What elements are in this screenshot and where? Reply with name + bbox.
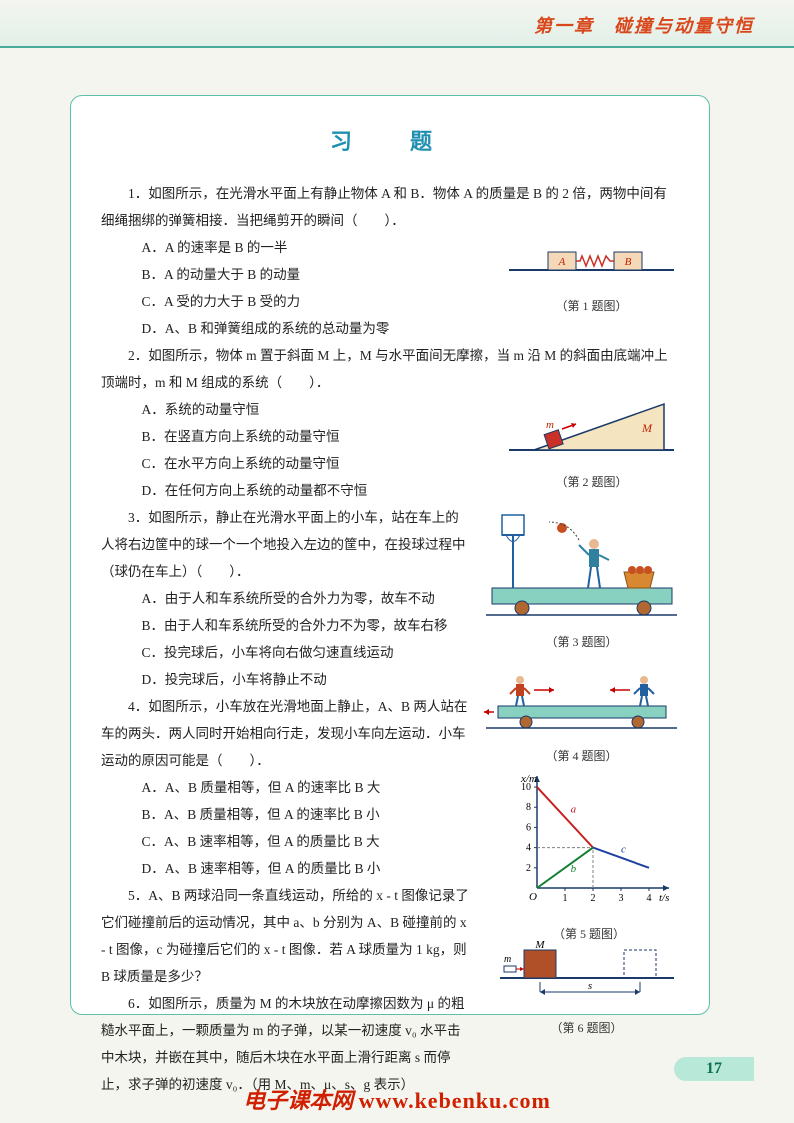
- svg-text:m: m: [504, 954, 511, 965]
- q3-opt-a: A．由于人和车系统所受的合外力为零，故车不动: [115, 585, 472, 612]
- q3-opt-b: B．由于人和车系统所受的合外力不为零，故车右移: [115, 612, 472, 639]
- svg-text:m: m: [546, 419, 554, 431]
- svg-text:x/m: x/m: [520, 773, 537, 785]
- q4-caption: （第 4 题图）: [484, 744, 679, 768]
- q1-opt-a: A．A 的速率是 B 的一半: [115, 234, 462, 261]
- q2-opt-d: D．在任何方向上系统的动量都不守恒: [115, 477, 472, 504]
- q4-opt-b: B．A、B 质量相等，但 A 的速率比 B 小: [115, 801, 472, 828]
- svg-text:M: M: [641, 421, 653, 435]
- q1-opt-b: B．A 的动量大于 B 的动量: [115, 261, 462, 288]
- q6-svg: M m s: [494, 940, 679, 1004]
- q2-opt-b: B．在竖直方向上系统的动量守恒: [115, 423, 472, 450]
- q5-svg: 1234246810abcx/mt/sO: [505, 770, 673, 910]
- svg-text:B: B: [625, 256, 632, 268]
- svg-text:4: 4: [647, 893, 652, 904]
- question-area: 1．如图所示，在光滑水平面上有静止物体 A 和 B．物体 A 的质量是 B 的 …: [101, 180, 679, 1098]
- svg-text:s: s: [588, 980, 592, 992]
- q3-opt-d: D．投完球后，小车将静止不动: [115, 666, 472, 693]
- q4-stem: 4．如图所示，小车放在光滑地面上静止，A、B 两人站在车的两头．两人同时开始相向…: [101, 693, 471, 774]
- q1-opt-d: D．A、B 和弹簧组成的系统的总动量为零: [115, 315, 462, 342]
- q2-caption: （第 2 题图）: [504, 470, 679, 494]
- q1-opt-c: C．A 受的力大于 B 受的力: [115, 288, 462, 315]
- svg-text:6: 6: [526, 822, 531, 833]
- svg-text:b: b: [571, 863, 577, 875]
- q2-options: A．系统的动量守恒 B．在竖直方向上系统的动量守恒 C．在水平方向上系统的动量守…: [101, 396, 471, 504]
- q2-figure: M m （第 2 题图）: [504, 392, 679, 494]
- q2-opt-a: A．系统的动量守恒: [115, 396, 472, 423]
- q3-svg: [484, 500, 679, 618]
- box-title: 习 题: [101, 124, 679, 156]
- q2-svg: M m: [504, 392, 679, 458]
- q1-options: A．A 的速率是 B 的一半 B．A 的动量大于 B 的动量 C．A 受的力大于…: [101, 234, 461, 342]
- q4-options: A．A、B 质量相等，但 A 的速率比 B 大 B．A、B 质量相等，但 A 的…: [101, 774, 471, 882]
- chapter-title: 第一章 碰撞与动量守恒: [534, 12, 754, 38]
- q4-opt-d: D．A、B 速率相等，但 A 的质量比 B 小: [115, 855, 472, 882]
- q3-opt-c: C．投完球后，小车将向右做匀速直线运动: [115, 639, 472, 666]
- q3-figure: （第 3 题图）: [484, 500, 679, 654]
- svg-text:c: c: [621, 844, 626, 856]
- q3-caption: （第 3 题图）: [484, 630, 679, 654]
- svg-text:8: 8: [526, 802, 531, 813]
- q4-figure: （第 4 题图）: [484, 670, 679, 768]
- watermark-text: 电子课本网: [243, 1088, 353, 1113]
- q6-caption: （第 6 题图）: [494, 1016, 679, 1040]
- watermark: 电子课本网 www.kebenku.com: [0, 1083, 794, 1115]
- header-divider: [0, 46, 794, 48]
- svg-text:1: 1: [563, 893, 568, 904]
- watermark-url: www.kebenku.com: [359, 1088, 551, 1113]
- svg-text:a: a: [571, 803, 577, 815]
- q6-stem: 6．如图所示，质量为 M 的木块放在动摩擦因数为 μ 的粗糙水平面上，一颗质量为…: [101, 990, 471, 1098]
- svg-text:t/s: t/s: [659, 892, 669, 904]
- svg-text:2: 2: [591, 893, 596, 904]
- svg-text:3: 3: [619, 893, 624, 904]
- svg-text:O: O: [529, 891, 537, 903]
- q5-stem: 5．A、B 两球沿同一条直线运动，所给的 x - t 图像记录了它们碰撞前后的运…: [101, 882, 471, 990]
- svg-text:2: 2: [526, 863, 531, 874]
- q4-opt-c: C．A、B 速率相等，但 A 的质量比 B 大: [115, 828, 472, 855]
- svg-text:4: 4: [526, 843, 531, 854]
- svg-text:A: A: [558, 256, 566, 268]
- exercise-box: 习 题 1．如图所示，在光滑水平面上有静止物体 A 和 B．物体 A 的质量是 …: [70, 95, 710, 1015]
- q1-svg: A B: [504, 238, 679, 282]
- q4-opt-a: A．A、B 质量相等，但 A 的速率比 B 大: [115, 774, 472, 801]
- page-header: 第一章 碰撞与动量守恒: [0, 0, 794, 48]
- q3-stem: 3．如图所示，静止在光滑水平面上的小车，站在车上的人将右边筐中的球一个一个地投入…: [101, 504, 471, 585]
- q3-options: A．由于人和车系统所受的合外力为零，故车不动 B．由于人和车系统所受的合外力不为…: [101, 585, 471, 693]
- q2-opt-c: C．在水平方向上系统的动量守恒: [115, 450, 472, 477]
- q1-figure: A B （第 1 题图）: [504, 238, 679, 318]
- q2-stem: 2．如图所示，物体 m 置于斜面 M 上，M 与水平面间无摩擦，当 m 沿 M …: [101, 342, 679, 396]
- q6-figure: M m s （第 6 题图）: [494, 940, 679, 1040]
- page-number: 17: [674, 1057, 754, 1081]
- q1-stem: 1．如图所示，在光滑水平面上有静止物体 A 和 B．物体 A 的质量是 B 的 …: [101, 180, 679, 234]
- q5-figure: 1234246810abcx/mt/sO （第 5 题图）: [499, 770, 679, 946]
- q1-caption: （第 1 题图）: [504, 294, 679, 318]
- q4-svg: [484, 670, 679, 732]
- svg-text:M: M: [534, 940, 545, 951]
